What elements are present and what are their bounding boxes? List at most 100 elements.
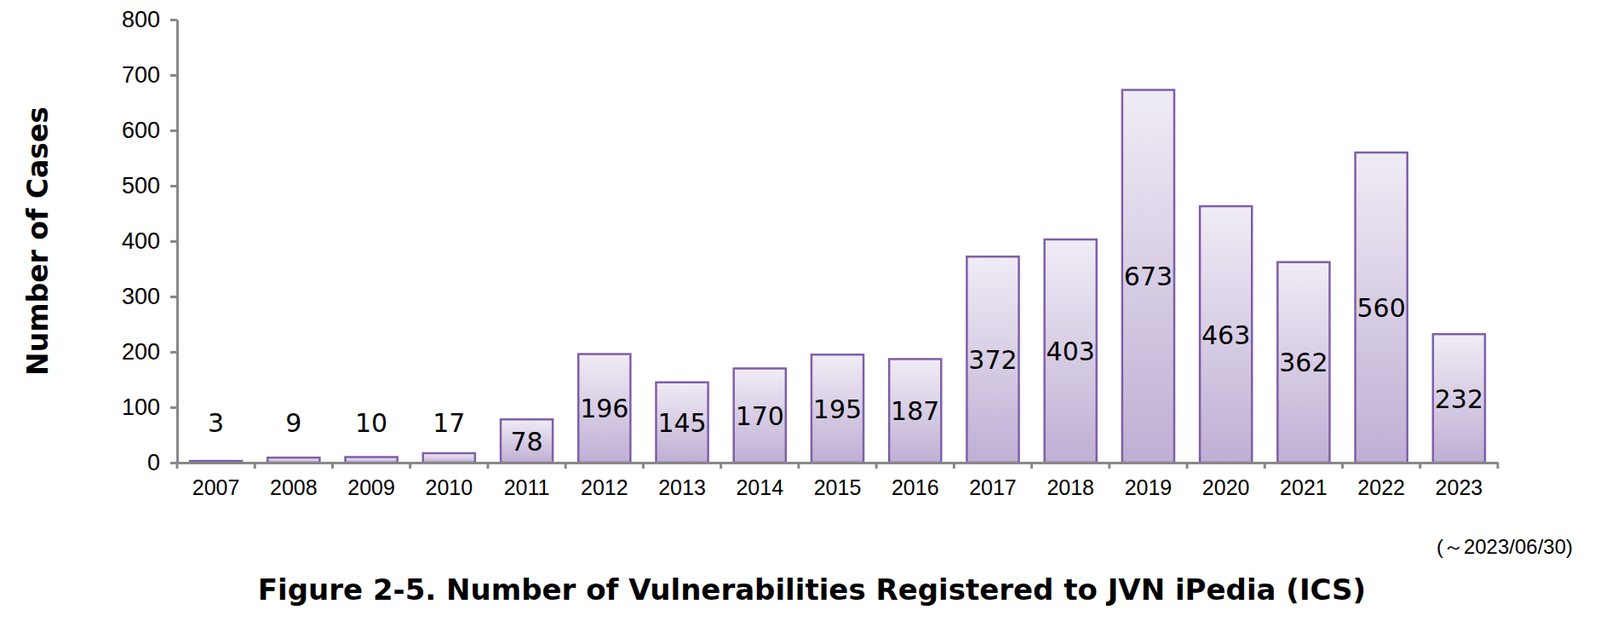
x-divider [331, 462, 334, 469]
x-axis-line [177, 461, 1499, 465]
y-tick: 100 [121, 394, 178, 420]
y-tick-mark [170, 74, 178, 77]
y-tick-label: 700 [121, 62, 161, 88]
data-label: 195 [813, 394, 862, 425]
y-tick-mark [170, 129, 178, 132]
x-tick: 2014 [735, 462, 784, 499]
bar [1122, 90, 1175, 463]
x-divider [719, 462, 723, 469]
bar [1044, 239, 1097, 463]
x-divider [1186, 462, 1189, 469]
x-tick: 2009 [347, 462, 396, 499]
x-tick: 2022 [1357, 462, 1406, 499]
bar [1355, 152, 1408, 463]
x-tick: 2023 [1435, 462, 1484, 499]
x-tick-label: 2009 [347, 475, 396, 499]
y-tick: 300 [121, 283, 178, 310]
x-divider [1030, 462, 1033, 469]
data-label: 403 [1046, 336, 1096, 367]
x-tick-label: 2015 [814, 475, 862, 499]
y-tick-mark [170, 350, 178, 354]
data-labels: 3910177819614517019518737240367346336256… [207, 261, 1484, 456]
x-divider [1263, 462, 1267, 469]
data-label: 17 [432, 407, 465, 438]
x-tick-label: 2011 [504, 475, 551, 499]
x-divider [875, 462, 878, 469]
y-tick-label: 400 [121, 228, 161, 254]
x-tick-label: 2018 [1046, 475, 1095, 499]
y-tick: 500 [121, 172, 178, 199]
data-label: 232 [1434, 384, 1484, 414]
x-tick-label: 2021 [1279, 475, 1328, 499]
x-tick: 2012 [580, 462, 629, 499]
y-tick-mark [170, 406, 178, 409]
data-label: 673 [1124, 261, 1173, 292]
data-label: 9 [285, 407, 302, 438]
x-divider [952, 462, 956, 469]
x-tick-label: 2012 [580, 475, 629, 499]
y-tick-label: 200 [121, 338, 161, 365]
data-label: 78 [510, 426, 543, 457]
data-label: 145 [657, 407, 706, 438]
title: Figure 2-5. Number of Vulnerabilities Re… [258, 572, 1366, 607]
y-tick: 0 [147, 449, 178, 476]
annotation: (～2023/06/30) [1436, 534, 1573, 558]
x-tick-label: 2010 [425, 475, 474, 499]
x-tick-label: 2020 [1202, 475, 1251, 499]
x-tick-label: 2019 [1124, 475, 1173, 499]
data-label: 362 [1278, 347, 1328, 378]
x-divider [1496, 462, 1500, 469]
x-tick-label: 2007 [192, 475, 241, 499]
x-tick-label: 2023 [1435, 475, 1484, 499]
bar [423, 453, 476, 463]
data-label: 10 [355, 407, 388, 438]
data-label: 170 [735, 401, 785, 431]
bars [189, 90, 1486, 463]
y-tick: 600 [121, 117, 178, 144]
x-divider [408, 462, 412, 469]
bar [655, 382, 708, 463]
x-divider [176, 462, 179, 469]
data-label: 463 [1201, 320, 1251, 350]
bar [500, 418, 553, 463]
bar [966, 256, 1019, 463]
x-tick: 2008 [269, 462, 318, 499]
data-label: 372 [968, 344, 1017, 375]
y-tick-label: 500 [121, 172, 161, 199]
y-tick-mark [170, 240, 178, 243]
data-label: 3 [207, 407, 224, 438]
bar [734, 368, 786, 464]
data-label: 187 [890, 395, 940, 426]
x-tick: 2017 [969, 462, 1017, 499]
y-tick-label: 100 [121, 394, 161, 420]
x-divider [797, 462, 800, 469]
bar [1277, 262, 1330, 463]
x-tick-label: 2022 [1357, 475, 1406, 499]
bar [1433, 333, 1486, 463]
x-divider [486, 462, 489, 469]
chart: 0 100 200 300 400 500 600 700 800 2007 2008 2009 201… [0, 0, 1600, 633]
x-divider [1341, 462, 1344, 469]
y-axis: 0 100 200 300 400 500 600 700 800 [121, 6, 178, 476]
x-tick-label: 2008 [269, 475, 318, 499]
x-tick-label: 2016 [891, 475, 940, 499]
y-axis-title: Number of Cases [21, 106, 55, 376]
x-divider [1418, 462, 1422, 469]
x-tick-label: 2017 [969, 475, 1017, 499]
x-divider [564, 462, 568, 469]
x-dividers [177, 462, 1498, 469]
x-tick: 2013 [658, 462, 706, 499]
bar [888, 358, 941, 463]
x-tick-label: 2013 [658, 475, 706, 499]
bar [1199, 206, 1252, 463]
x-divider [642, 462, 645, 469]
y-tick-mark [170, 18, 178, 22]
y-tick-label: 600 [121, 117, 161, 144]
x-tick: 2021 [1279, 462, 1328, 499]
x-divider [253, 462, 257, 469]
bar [578, 354, 631, 463]
bar [811, 354, 864, 463]
y-tick-label: 800 [121, 6, 161, 33]
x-tick: 2020 [1202, 462, 1251, 499]
x-tick: 2015 [814, 462, 862, 499]
